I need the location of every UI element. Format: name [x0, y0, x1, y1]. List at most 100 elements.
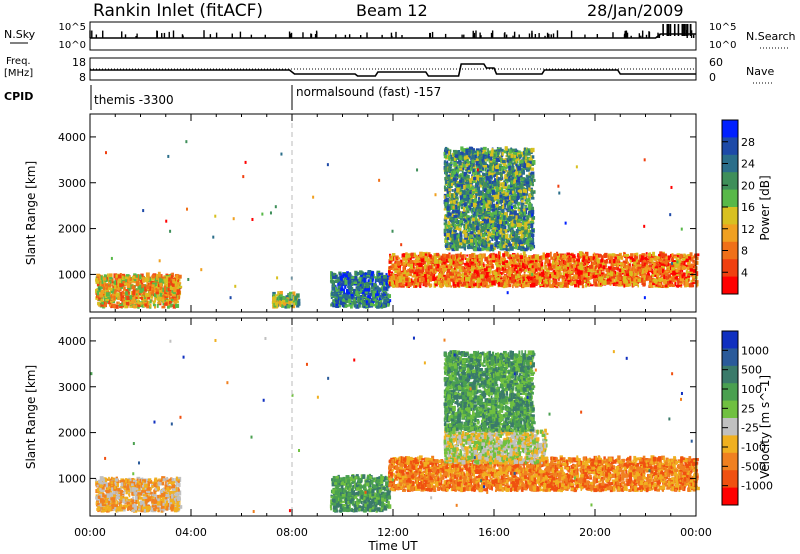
data-cell: [441, 267, 445, 272]
data-cell: [489, 255, 493, 258]
data-cell: [567, 281, 570, 285]
data-cell: [443, 280, 447, 283]
data-cell: [137, 299, 140, 303]
data-cell: [389, 281, 391, 286]
data-cell: [363, 292, 367, 297]
data-cell: [623, 279, 628, 283]
data-cell: [524, 274, 528, 279]
data-cell: [690, 264, 695, 269]
data-cell: [168, 300, 172, 304]
data-cell: [156, 276, 158, 280]
data-cell: [494, 281, 497, 286]
data-cell: [530, 260, 534, 263]
data-cell: [590, 268, 595, 271]
data-cell: [118, 304, 122, 307]
data-cell: [419, 260, 422, 264]
data-cell: [643, 259, 647, 263]
data-cell: [681, 257, 686, 261]
data-cell: [164, 295, 168, 299]
data-cell: [527, 218, 530, 223]
data-cell: [614, 270, 617, 275]
data-cell: [673, 255, 677, 259]
data-cell: [627, 263, 630, 267]
data-cell: [482, 263, 485, 267]
data-cell: [523, 273, 526, 276]
data-cell: [108, 285, 112, 289]
data-cell: [332, 283, 335, 288]
data-cell: [416, 272, 419, 276]
data-cell: [673, 261, 677, 265]
data-cell: [695, 271, 699, 277]
data-cell: [139, 279, 144, 285]
data-cell: [489, 270, 492, 274]
data-cell: [648, 255, 653, 258]
data-cell: [175, 275, 179, 281]
data-cell: [123, 277, 127, 282]
data-cell: [396, 272, 399, 276]
data-cell: [599, 254, 602, 257]
data-cell: [455, 253, 459, 258]
data-cell: [488, 273, 491, 276]
data-cell: [144, 303, 148, 307]
data-cell: [529, 263, 533, 269]
data-cell: [513, 200, 518, 204]
data-cell: [147, 275, 150, 281]
data-cell: [507, 277, 510, 280]
data-cell: [450, 273, 454, 276]
data-cell: [380, 306, 384, 309]
data-cell: [178, 295, 181, 300]
data-cell: [122, 301, 126, 306]
data-cell: [107, 273, 109, 278]
data-cell: [377, 299, 380, 304]
data-cell: [682, 272, 686, 277]
data-cell: [629, 259, 632, 263]
data-cell: [428, 254, 432, 258]
data-cell: [340, 287, 344, 292]
data-cell: [481, 271, 486, 276]
data-cell: [613, 272, 615, 276]
data-cell: [658, 261, 662, 265]
data-cell: [334, 274, 337, 279]
data-cell: [626, 275, 631, 279]
data-cell: [594, 269, 597, 273]
data-cell: [430, 273, 433, 277]
nsky-tick-top: 10^5: [59, 22, 86, 33]
data-cell: [100, 289, 105, 295]
data-cell: [402, 280, 407, 283]
nsky-tick-bottom: 10^0: [59, 40, 86, 51]
data-cell: [619, 280, 622, 285]
data-cell: [643, 272, 646, 276]
data-cell: [288, 291, 293, 297]
data-cell: [352, 288, 356, 294]
data-cell: [643, 275, 646, 281]
data-cell: [362, 288, 366, 292]
data-cell: [133, 306, 137, 309]
data-cell: [117, 297, 121, 301]
data-cell: [420, 277, 425, 282]
data-cell: [511, 279, 515, 284]
data-cell: [472, 278, 476, 281]
data-cell: [331, 277, 334, 280]
data-cell: [509, 259, 512, 265]
data-cell: [480, 274, 484, 279]
data-cell: [598, 268, 602, 274]
data-cell: [562, 272, 567, 276]
data-cell: [578, 279, 582, 284]
data-cell: [420, 254, 425, 259]
data-cell: [521, 282, 526, 288]
data-cell: [365, 305, 368, 308]
data-cell: [102, 289, 107, 292]
data-cell: [410, 252, 414, 257]
data-cell: [619, 273, 622, 278]
data-cell: [538, 260, 543, 264]
data-cell: [589, 273, 592, 276]
data-cell: [473, 269, 477, 275]
data-cell: [402, 257, 407, 261]
data-cell: [334, 279, 339, 284]
data-cell: [425, 280, 430, 284]
data-cell: [329, 279, 333, 283]
data-cell: [516, 254, 520, 257]
data-cell: [343, 288, 346, 294]
data-cell: [379, 298, 383, 302]
data-cell: [677, 280, 680, 285]
